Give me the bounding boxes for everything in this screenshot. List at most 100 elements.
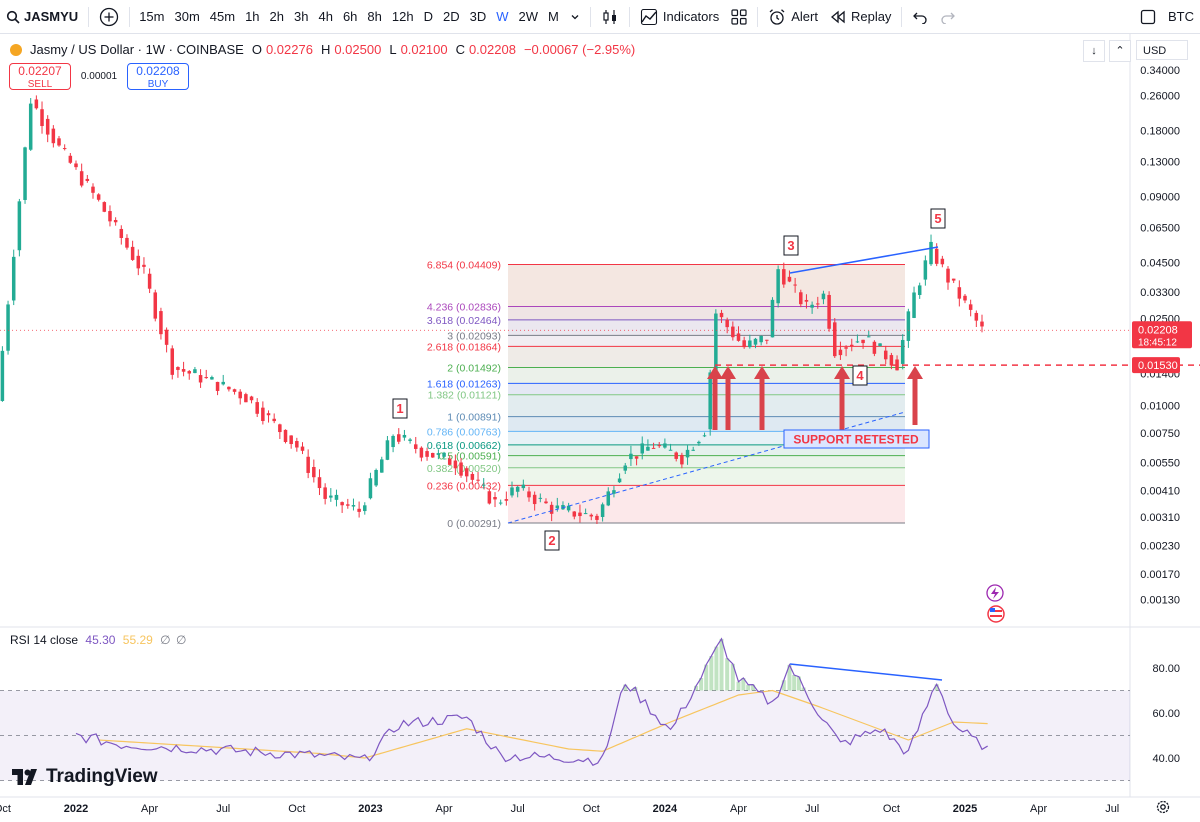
- fib-level-label: 1 (0.00891): [447, 412, 501, 424]
- candle-body: [623, 465, 628, 471]
- gear-icon[interactable]: [1155, 799, 1171, 815]
- candle-body: [45, 118, 50, 135]
- chart-type-button[interactable]: [595, 0, 625, 34]
- candle-body: [266, 413, 271, 416]
- rsi-ma-line: [98, 689, 988, 759]
- timeframe-8h[interactable]: 8h: [367, 9, 382, 24]
- timeframe-2w[interactable]: 2W: [518, 9, 539, 24]
- candle-body: [79, 171, 84, 186]
- replay-button[interactable]: Replay: [824, 0, 897, 34]
- close-key: C: [455, 42, 465, 57]
- wave-label: 2: [548, 533, 555, 548]
- timeframe-group: 15m 30m 45m 1h 2h 3h 4h 6h 8h 12h D 2D 3D W 2W M: [134, 0, 564, 34]
- support-retested-box: [783, 429, 930, 449]
- timeframe-15m[interactable]: 15m: [139, 9, 165, 24]
- timeframe-12h[interactable]: 12h: [391, 9, 414, 24]
- indicators-button[interactable]: Indicators: [634, 0, 725, 34]
- fib-level-label: 0.382 (0.00520): [427, 463, 501, 475]
- timeframe-6h[interactable]: 6h: [342, 9, 358, 24]
- candle-body: [380, 459, 384, 473]
- timeframe-d[interactable]: D: [423, 9, 433, 24]
- candle-body: [28, 103, 33, 150]
- candle-body: [402, 434, 407, 438]
- time-tick-label: Oct: [288, 803, 305, 815]
- timeframe-30m[interactable]: 30m: [174, 9, 200, 24]
- templates-button[interactable]: [725, 0, 753, 34]
- tradingview-logo[interactable]: TradingView: [12, 766, 158, 788]
- fib-zone: [508, 346, 905, 368]
- compare-button[interactable]: [93, 0, 125, 34]
- symbol-search[interactable]: JASMYU: [0, 0, 84, 34]
- fib-level-label: 4.236 (0.02836): [427, 301, 501, 313]
- candle-body: [583, 513, 588, 515]
- arrow-head: [707, 366, 723, 379]
- candle-body: [804, 299, 809, 302]
- currency-selector[interactable]: USD: [1136, 40, 1188, 60]
- time-tick-label: 2023: [358, 803, 382, 815]
- timeframe-3h[interactable]: 3h: [294, 9, 309, 24]
- candle-body: [765, 339, 769, 341]
- candle-body: [23, 147, 27, 200]
- candle-body: [102, 202, 107, 212]
- candle-body: [176, 367, 180, 370]
- fib-zone: [508, 367, 905, 384]
- scroll-down-button[interactable]: ↓: [1083, 40, 1105, 62]
- candle-body: [317, 477, 322, 489]
- candle-body: [227, 386, 231, 390]
- timeframe-m[interactable]: M: [548, 9, 559, 24]
- candle-body: [300, 446, 305, 451]
- fib-level-label: 2 (0.01492): [447, 363, 501, 375]
- timeframe-45m[interactable]: 45m: [209, 9, 236, 24]
- candle-body: [544, 501, 548, 504]
- collapse-button[interactable]: ⌃: [1109, 40, 1131, 62]
- timeframe-4h[interactable]: 4h: [318, 9, 333, 24]
- candle-body: [719, 312, 724, 318]
- timeframe-2h[interactable]: 2h: [269, 9, 285, 24]
- time-tick-label: Oct: [883, 803, 900, 815]
- candle-body: [136, 255, 141, 269]
- candle-body: [470, 473, 475, 480]
- change-value: −0.00067 (−2.95%): [523, 42, 636, 57]
- redo-button[interactable]: [934, 0, 962, 34]
- chart-area[interactable]: 6.854 (0.04409) 4.236 (0.02836) 3.618 (0.0…: [0, 34, 1200, 822]
- timeframe-1h[interactable]: 1h: [245, 9, 260, 24]
- candle-body: [210, 377, 214, 380]
- candle-body: [351, 505, 356, 507]
- fib-zone: [508, 485, 905, 523]
- timeframe-2d[interactable]: 2D: [442, 9, 460, 24]
- candle-body: [521, 484, 526, 489]
- timeframe-w[interactable]: W: [496, 9, 509, 24]
- support-arrow: [907, 366, 923, 425]
- top-toolbar: JASMYU 15m 30m 45m 1h 2h 3h 4h 6h 8h 12h D 2D 3D W 2W M…: [0, 0, 1200, 34]
- price-tick-label: 0.00410: [1140, 485, 1180, 497]
- candle-body: [878, 343, 882, 347]
- time-tick-label: 2025: [953, 803, 977, 815]
- flag-canton: [990, 608, 995, 612]
- candle-body: [334, 494, 339, 500]
- fib-zone: [508, 455, 905, 468]
- candle-body: [34, 99, 39, 109]
- divider: [589, 6, 591, 27]
- alert-button[interactable]: Alert: [762, 0, 824, 34]
- low-key: L: [389, 42, 397, 57]
- undo-button[interactable]: [906, 0, 934, 34]
- candle-body: [346, 504, 350, 506]
- fib-level-label: 1.618 (0.01263): [427, 378, 501, 390]
- candle-body: [883, 350, 888, 360]
- fib-level-label: 0.618 (0.00662): [427, 440, 501, 452]
- timeframe-3d[interactable]: 3D: [469, 9, 487, 24]
- timeframe-dropdown[interactable]: [564, 0, 586, 34]
- sell-button[interactable]: 0.02207 SELL: [9, 63, 71, 90]
- candle-body: [408, 439, 412, 441]
- search-icon: [6, 10, 20, 24]
- fib-zone: [508, 467, 905, 486]
- buy-button[interactable]: 0.02208 BUY: [127, 63, 189, 90]
- time-tick-label: Apr: [730, 803, 747, 815]
- layout-button[interactable]: [1134, 0, 1162, 34]
- fib-level-label: 0.5 (0.00591): [439, 451, 501, 463]
- fib-level-label: 0 (0.00291): [447, 518, 501, 530]
- candle-body: [397, 434, 401, 442]
- support-arrow: [754, 366, 770, 430]
- candle-body: [125, 237, 129, 248]
- right-symbol[interactable]: BTC: [1162, 0, 1200, 34]
